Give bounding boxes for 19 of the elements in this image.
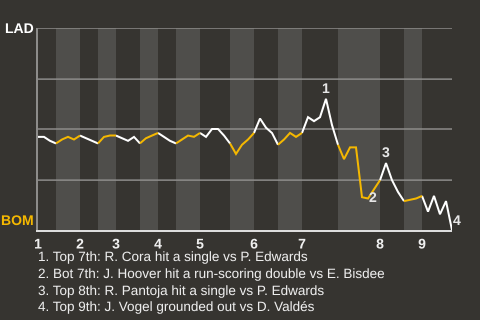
- text: 3. Top 8th: R. Pantoja hit a single vs P. Edwards: [38, 283, 324, 298]
- x-tick-label: 3: [112, 236, 120, 252]
- annotation: 4: [453, 212, 461, 228]
- x-tick-label: 9: [418, 236, 426, 252]
- annotation: 2: [369, 189, 377, 205]
- x-tick-label: 5: [196, 236, 204, 252]
- x-tick-label: 4: [154, 236, 162, 252]
- x-tick-label: 1: [34, 236, 42, 252]
- x-tick-label: 6: [250, 236, 258, 252]
- x-tick-label: 8: [376, 236, 384, 252]
- annotation: 3: [382, 144, 390, 160]
- annotation: 1: [322, 80, 330, 96]
- text: 2. Bot 7th: J. Hoover hit a run-scoring double vs E. Bisdee: [38, 266, 385, 281]
- x-tick-label: 7: [298, 236, 306, 252]
- text: BOM: [1, 212, 34, 228]
- text: 4. Top 9th: J. Vogel grounded out vs D. Valdés: [38, 299, 315, 314]
- x-tick-label: 2: [76, 236, 84, 252]
- text: 1. Top 7th: R. Cora hit a single vs P. Edwards: [38, 249, 308, 264]
- text: LAD: [5, 20, 34, 36]
